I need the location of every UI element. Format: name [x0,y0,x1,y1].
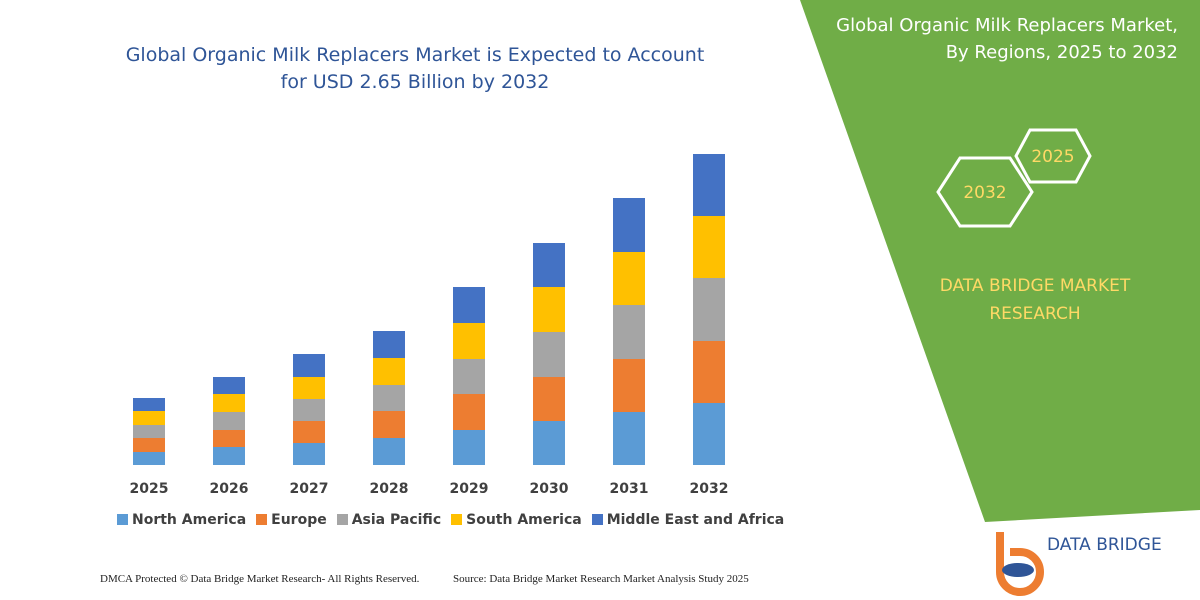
legend-label: North America [132,512,247,528]
side-background [800,0,1200,522]
bar-segment [213,430,245,447]
bar-segment [693,216,725,278]
legend-swatch [336,514,348,525]
legend-item: Europe [256,512,327,528]
bar-segment [613,305,645,359]
x-tick-label: 2025 [130,481,169,497]
bar-segment [533,287,565,332]
footer-left: DMCA Protected © Data Bridge Market Rese… [100,573,420,585]
legend-item: Asia Pacific [336,512,442,528]
plot: 2025 2026 2027 2028 2029 2030 2031 2032 [130,154,729,497]
x-tick-label: 2027 [290,481,329,497]
chart-title: Global Organic Milk Replacers Market is … [125,44,705,93]
x-tick-label: 2030 [530,481,569,497]
legend-label: Middle East and Africa [606,512,785,528]
logo-text: DATA BRIDGE [1047,535,1162,555]
legend-swatch [117,514,128,525]
bar-segment [133,398,165,411]
bar-segment [453,394,485,430]
x-tick-label: 2029 [450,481,489,497]
bar-segment [293,421,325,443]
side-title: Global Organic Milk Replacers Market, By… [836,15,1178,63]
x-tick-label: 2031 [610,481,649,497]
legend-item: North America [117,512,246,528]
bar-segment [133,425,165,438]
x-tick-label: 2026 [210,481,249,497]
bar-segment [213,412,245,430]
legend-swatch [591,514,603,525]
bar-segment [533,421,565,465]
bar-segment [533,377,565,421]
legend-swatch [256,514,268,525]
bar-segment [293,399,325,421]
legend-item: Middle East and Africa [591,512,785,528]
bar-segment [133,452,165,465]
legend-label: Asia Pacific [351,512,442,528]
bar-segment [373,411,405,438]
bar-segment [293,354,325,377]
brand: DATA BRIDGE MARKET RESEARCH [939,276,1131,324]
bar-segment [213,394,245,412]
bar-segment [453,323,485,359]
bar-segment [373,358,405,385]
bar-segment [613,412,645,465]
legend-label: South America [466,512,582,528]
bar-segment [613,359,645,412]
bar-segment [693,154,725,216]
legend-swatch [451,514,463,525]
bar-segment [693,341,725,403]
bar-segment [533,332,565,377]
bar-segment [213,377,245,394]
hexagon-label: 2032 [963,183,1006,203]
bar-segment [613,198,645,252]
logo-icon [996,532,1044,596]
footer-right: Source: Data Bridge Market Research Mark… [453,573,749,585]
bar-segment [133,438,165,452]
bar-segment [373,385,405,411]
bar-segment [453,359,485,394]
x-tick-label: 2032 [690,481,729,497]
legend-item: South America [451,512,582,528]
logo-icon [1002,563,1034,577]
bar-segment [293,443,325,465]
bar-segment [213,447,245,465]
hexagon [936,156,1034,228]
hexagon-label: 2025 [1031,147,1074,167]
bar-segment [693,278,725,341]
x-tick-label: 2028 [370,481,409,497]
bar-segment [453,287,485,323]
bar-segment [373,438,405,465]
bar-segment [373,331,405,358]
legend: North America Europe Asia Pacific South Ame… [117,512,784,528]
bar-segment [533,243,565,287]
bar-segment [693,403,725,465]
bar-segment [453,430,485,465]
hexagon [1014,128,1092,184]
bar-segment [613,252,645,305]
legend-label: Europe [271,512,327,528]
bar-segment [293,377,325,399]
bar-segment [133,411,165,425]
